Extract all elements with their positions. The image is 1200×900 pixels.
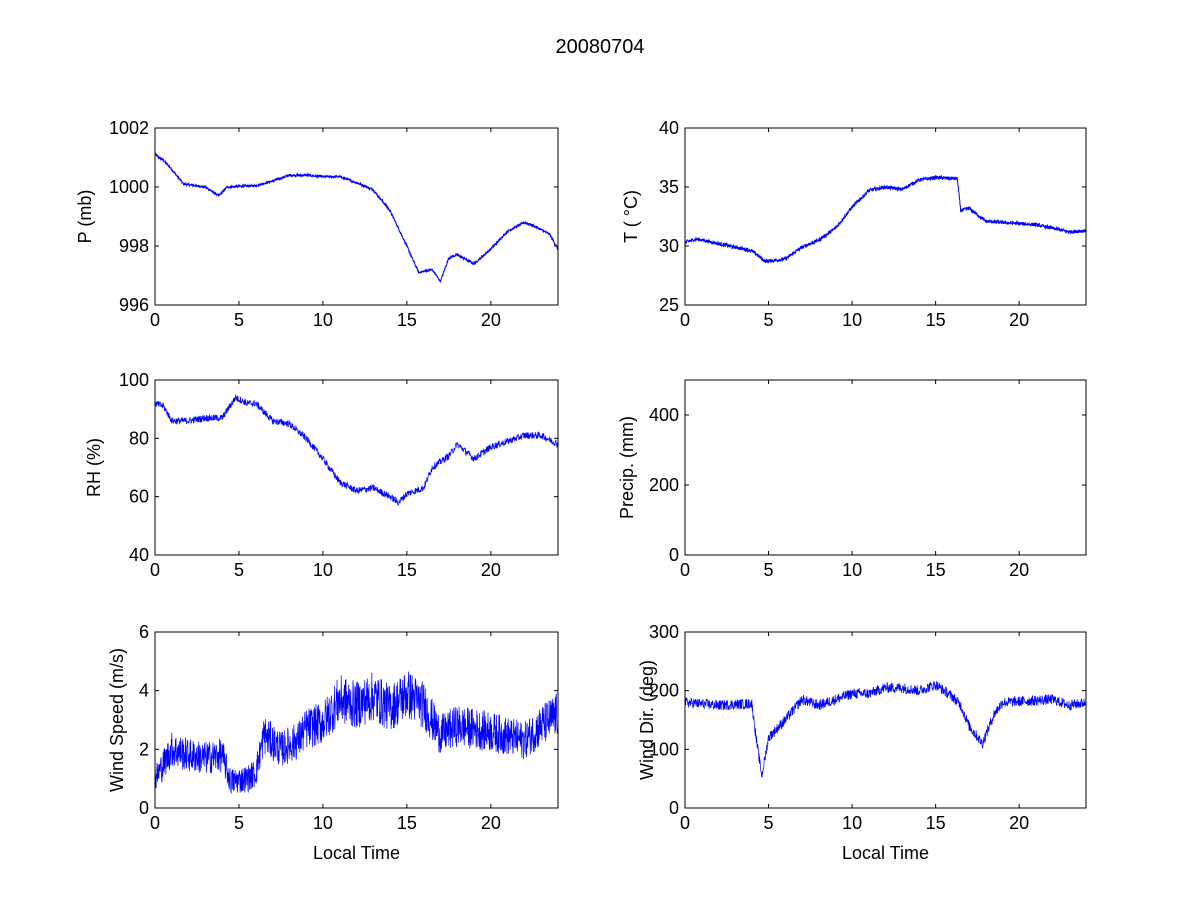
wind-direction-axes-box bbox=[684, 631, 1087, 809]
x-tick-label: 20 bbox=[481, 813, 501, 833]
y-tick-label: 35 bbox=[659, 177, 679, 197]
x-tick-label: 15 bbox=[926, 560, 946, 580]
temperature-y-axis-label: T ( °C) bbox=[621, 190, 641, 243]
x-tick-label: 20 bbox=[1009, 310, 1029, 330]
y-tick-label: 30 bbox=[659, 236, 679, 256]
figure-title: 20080704 bbox=[556, 36, 645, 58]
x-tick-label: 10 bbox=[313, 813, 333, 833]
panel-humidity: 0 5 10 15 20 40 60 80 100 RH (%) bbox=[84, 370, 559, 580]
y-tick-label: 998 bbox=[119, 236, 149, 256]
temperature-axes-box bbox=[684, 127, 1087, 306]
pressure-axes-box bbox=[154, 127, 559, 306]
precipitation-y-axis-label: Precip. (mm) bbox=[617, 416, 637, 519]
wind-direction-x-axis-label: Local Time bbox=[842, 843, 929, 863]
humidity-axes-box bbox=[154, 379, 559, 556]
x-tick-label: 20 bbox=[1009, 813, 1029, 833]
x-tick-label: 0 bbox=[680, 813, 690, 833]
y-tick-label: 100 bbox=[649, 739, 679, 759]
wind-speed-axes-box bbox=[154, 631, 559, 809]
x-tick-label: 20 bbox=[481, 560, 501, 580]
x-tick-label: 20 bbox=[481, 310, 501, 330]
x-tick-label: 0 bbox=[150, 310, 160, 330]
y-tick-label: 200 bbox=[649, 681, 679, 701]
x-tick-label: 15 bbox=[926, 310, 946, 330]
pressure-series-line bbox=[155, 152, 558, 283]
x-tick-label: 5 bbox=[764, 310, 774, 330]
x-tick-label: 10 bbox=[313, 310, 333, 330]
humidity-series-line bbox=[155, 394, 558, 506]
y-tick-label: 6 bbox=[139, 622, 149, 642]
temperature-series-line bbox=[685, 174, 1086, 264]
y-tick-label: 60 bbox=[129, 487, 149, 507]
y-tick-label: 4 bbox=[139, 681, 149, 701]
x-tick-label: 15 bbox=[397, 813, 417, 833]
x-tick-label: 15 bbox=[397, 310, 417, 330]
y-tick-label: 300 bbox=[649, 622, 679, 642]
y-tick-label: 200 bbox=[649, 475, 679, 495]
y-tick-label: 400 bbox=[649, 405, 679, 425]
x-tick-label: 0 bbox=[150, 813, 160, 833]
x-tick-label: 10 bbox=[313, 560, 333, 580]
humidity-y-axis-label: RH (%) bbox=[84, 438, 104, 497]
y-tick-label: 0 bbox=[669, 545, 679, 565]
x-tick-label: 5 bbox=[764, 813, 774, 833]
x-tick-label: 0 bbox=[680, 560, 690, 580]
wind-direction-y-axis-label: Wind Dir. (deg) bbox=[637, 660, 657, 780]
x-tick-label: 15 bbox=[397, 560, 417, 580]
x-tick-label: 10 bbox=[842, 813, 862, 833]
y-tick-label: 100 bbox=[119, 370, 149, 390]
x-tick-label: 0 bbox=[680, 310, 690, 330]
y-tick-label: 80 bbox=[129, 428, 149, 448]
x-tick-label: 5 bbox=[234, 813, 244, 833]
y-tick-label: 0 bbox=[139, 798, 149, 818]
wind-speed-series-line bbox=[155, 671, 558, 794]
y-tick-label: 1000 bbox=[109, 177, 149, 197]
x-tick-label: 10 bbox=[842, 560, 862, 580]
wind-speed-y-axis-label: Wind Speed (m/s) bbox=[107, 648, 127, 792]
x-tick-label: 15 bbox=[926, 813, 946, 833]
y-tick-label: 1002 bbox=[109, 118, 149, 138]
pressure-y-axis-label: P (mb) bbox=[75, 190, 95, 244]
y-tick-label: 25 bbox=[659, 295, 679, 315]
y-tick-label: 40 bbox=[659, 118, 679, 138]
x-tick-label: 5 bbox=[764, 560, 774, 580]
x-tick-label: 10 bbox=[842, 310, 862, 330]
wind-direction-series-line bbox=[685, 681, 1086, 778]
x-tick-label: 5 bbox=[234, 310, 244, 330]
x-tick-label: 20 bbox=[1009, 560, 1029, 580]
y-tick-label: 996 bbox=[119, 295, 149, 315]
wind-speed-x-axis-label: Local Time bbox=[313, 843, 400, 863]
y-tick-label: 40 bbox=[129, 545, 149, 565]
panel-temperature: 0 5 10 15 20 25 30 35 40 T ( °C) bbox=[621, 118, 1087, 330]
y-tick-label: 2 bbox=[139, 739, 149, 759]
precipitation-axes-box bbox=[684, 379, 1087, 556]
panel-pressure: 0 5 10 15 20 996 998 1000 1002 P (mb) bbox=[75, 118, 559, 330]
panel-wind-speed: 0 5 10 15 20 0 2 4 6 Wind Speed (m/s) Local Time bbox=[107, 622, 559, 863]
x-tick-label: 0 bbox=[150, 560, 160, 580]
x-tick-label: 5 bbox=[234, 560, 244, 580]
y-tick-label: 0 bbox=[669, 798, 679, 818]
